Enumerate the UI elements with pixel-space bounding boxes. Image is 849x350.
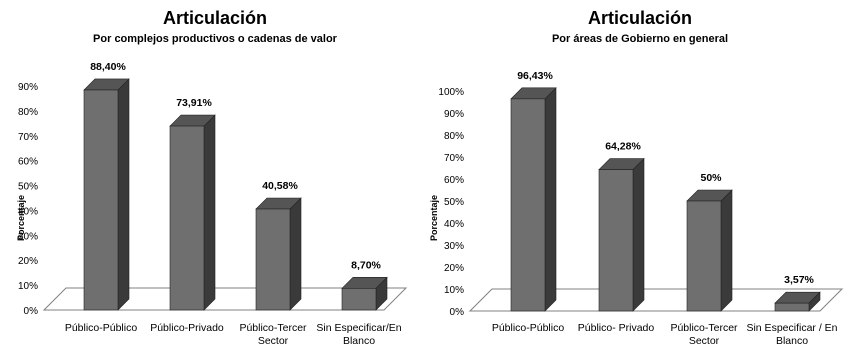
- category-label: Sin Especificar/En: [316, 322, 401, 334]
- bar-front: [169, 125, 205, 311]
- category-label: Público-Privado: [150, 322, 224, 334]
- bar-front: [83, 89, 119, 311]
- y-tick-label: 30%: [18, 231, 38, 242]
- y-axis-label: Porcentaje: [16, 195, 26, 241]
- bar-side: [117, 78, 130, 311]
- category-label: Público-Tercer: [670, 322, 738, 334]
- y-tick-label: 50%: [444, 197, 464, 208]
- bar: [169, 114, 216, 311]
- y-tick-label: 70%: [444, 153, 464, 164]
- bar-front: [598, 169, 634, 312]
- category-label: Blanco: [776, 335, 808, 347]
- bar-front: [686, 200, 722, 312]
- y-tick-label: 60%: [444, 175, 464, 186]
- data-label: 40,58%: [262, 180, 298, 192]
- bar-side: [632, 157, 645, 312]
- data-label: 50%: [700, 172, 722, 184]
- category-label: Público-Tercer: [239, 322, 307, 334]
- right-chart: Articulación Por áreas de Gobierno en gen…: [429, 8, 844, 347]
- bar-side: [289, 197, 302, 311]
- category-label: Público-Público: [492, 322, 565, 334]
- chart-title: Articulación: [163, 8, 267, 28]
- y-tick-label: 20%: [18, 256, 38, 267]
- chart-subtitle: Por complejos productivos o cadenas de v…: [93, 33, 338, 45]
- bar: [341, 276, 388, 311]
- bar: [686, 189, 733, 312]
- bar: [774, 291, 821, 312]
- bar: [255, 197, 302, 311]
- left-chart: Articulación Por complejos productivos o …: [16, 8, 408, 347]
- data-label: 3,57%: [784, 274, 814, 286]
- bar-front: [341, 288, 377, 311]
- bar: [83, 78, 130, 311]
- y-tick-label: 10%: [444, 285, 464, 296]
- data-label: 8,70%: [351, 259, 381, 271]
- bar: [598, 157, 645, 312]
- bar-front: [255, 208, 291, 311]
- category-label: Público-Público: [65, 322, 138, 334]
- y-tick-label: 30%: [444, 241, 464, 252]
- bar-side: [544, 87, 557, 312]
- category-label: Sector: [258, 335, 289, 347]
- y-tick-label: 80%: [18, 107, 38, 118]
- y-tick-label: 20%: [444, 263, 464, 274]
- category-label: Blanco: [343, 335, 375, 347]
- y-tick-label: 0%: [450, 307, 465, 318]
- bar: [510, 87, 557, 312]
- y-tick-label: 40%: [444, 219, 464, 230]
- bar-front: [510, 98, 546, 312]
- bar-side: [203, 114, 216, 311]
- y-tick-label: 0%: [24, 306, 39, 317]
- data-label: 96,43%: [517, 70, 553, 82]
- chart-subtitle: Por áreas de Gobierno en general: [552, 33, 728, 45]
- y-tick-label: 50%: [18, 182, 38, 193]
- data-label: 88,40%: [90, 61, 126, 73]
- bar-side: [720, 189, 733, 312]
- y-tick-label: 60%: [18, 157, 38, 168]
- y-axis-label: Porcentaje: [429, 195, 439, 241]
- y-tick-label: 70%: [18, 132, 38, 143]
- y-tick-label: 100%: [438, 87, 464, 98]
- y-tick-label: 90%: [18, 82, 38, 93]
- y-tick-label: 80%: [444, 131, 464, 142]
- category-label: Público- Privado: [578, 322, 655, 334]
- data-label: 73,91%: [176, 97, 212, 109]
- y-tick-label: 40%: [18, 206, 38, 217]
- category-label: Sector: [689, 335, 720, 347]
- category-label: Sin Especificar / En: [746, 322, 837, 334]
- data-label: 64,28%: [605, 141, 641, 153]
- y-tick-label: 90%: [444, 109, 464, 120]
- chart-title: Articulación: [588, 8, 692, 28]
- y-tick-label: 10%: [18, 281, 38, 292]
- bar-front: [774, 302, 810, 312]
